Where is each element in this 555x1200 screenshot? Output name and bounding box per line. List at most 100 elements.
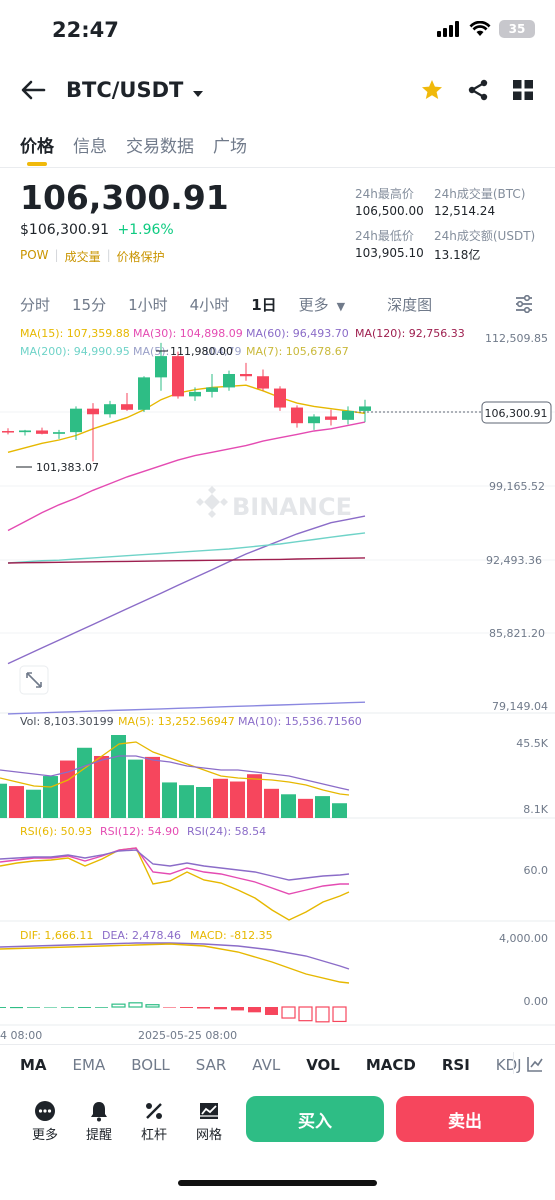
candle-body <box>53 432 65 434</box>
interval-time[interactable]: 分时 <box>20 296 51 314</box>
vol-ma10-legend: MA(10): 15,536.71560 <box>238 715 362 728</box>
ma15-legend: MA(15): 107,359.88 <box>20 327 130 340</box>
rsi6-legend: RSI(6): 50.93 <box>20 825 92 838</box>
interval-more[interactable]: 更多 ▼ <box>298 296 346 314</box>
macd-bar <box>27 1007 40 1008</box>
x-axis-label: 4 08:00 <box>0 1029 42 1040</box>
macd-bar <box>61 1007 74 1008</box>
candle-body <box>155 356 167 378</box>
tag-volume[interactable]: 成交量 <box>64 250 101 264</box>
indicator-ma[interactable]: MA <box>20 1056 47 1074</box>
tab-trading-data[interactable]: 交易数据 <box>126 137 194 157</box>
rsi6-line <box>0 847 350 921</box>
volume-bar <box>281 794 296 818</box>
usd-price: $106,300.91 <box>20 222 110 238</box>
buy-button[interactable]: 买入 <box>246 1096 384 1142</box>
more-button[interactable]: 更多 <box>25 1098 65 1143</box>
last-price-marker <box>481 401 552 424</box>
indicator-vol[interactable]: VOL <box>306 1056 340 1074</box>
vol-btc-label: 24h成交量(BTC) <box>434 187 526 201</box>
dea-legend: DEA: 2,478.46 <box>102 929 181 942</box>
volume-bar <box>298 798 313 818</box>
tab-info[interactable]: 信息 <box>73 137 107 157</box>
macd-axis-label: 4,000.00 <box>499 932 548 945</box>
vol-usdt-label: 24h成交额(USDT) <box>434 229 536 243</box>
price-axis-label: 92,493.36 <box>486 554 542 567</box>
tab-square[interactable]: 广场 <box>213 137 247 157</box>
interval-15m[interactable]: 15分 <box>72 296 107 314</box>
pair-title[interactable]: BTC/USDT <box>66 78 184 102</box>
candles <box>2 342 371 462</box>
candle-body <box>325 416 337 420</box>
rsi12-line <box>0 847 349 895</box>
macd-bar <box>111 1003 126 1008</box>
interval-depth[interactable]: 深度图 <box>387 296 433 314</box>
low-marker-label: 101,383.07 <box>36 461 99 474</box>
home-indicator <box>178 1180 377 1186</box>
interval-1h[interactable]: 1小时 <box>128 296 168 314</box>
interval-bar: 分时 15分 1小时 4小时 1日 更多 ▼ 深度图 <box>20 294 454 315</box>
grid-menu-icon[interactable] <box>512 79 534 105</box>
ma-line <box>7 515 366 665</box>
svg-text:BINANCE: BINANCE <box>232 493 352 521</box>
more-dots-icon <box>35 1101 55 1121</box>
binance-watermark: BINANCE <box>196 486 352 521</box>
volume-bar <box>145 756 160 818</box>
indicator-boll[interactable]: BOLL <box>131 1056 170 1074</box>
candle-body <box>87 408 99 415</box>
volume-bar <box>332 803 347 818</box>
grid-label: 网格 <box>195 1128 222 1143</box>
kline-chart[interactable]: MA(15): 107,359.88 MA(30): 104,898.09 MA… <box>0 318 555 1040</box>
rsi24-line <box>0 849 350 881</box>
volume-bar <box>77 747 92 818</box>
volume-bar <box>179 785 194 818</box>
candle-body <box>359 406 371 411</box>
share-icon[interactable] <box>466 78 490 106</box>
price-tags: POW | 成交量 | 价格保护 <box>20 248 165 264</box>
indicator-ema[interactable]: EMA <box>72 1056 106 1074</box>
indicator-avl[interactable]: AVL <box>252 1056 281 1074</box>
candle-body <box>19 430 31 433</box>
indicator-macd[interactable]: MACD <box>365 1056 416 1074</box>
cellular-signal-icon <box>437 21 459 37</box>
favorite-star-icon[interactable] <box>420 78 444 106</box>
bell-icon <box>91 1102 107 1122</box>
price-axis-label: 85,821.20 <box>489 627 545 640</box>
indicator-rsi[interactable]: RSI <box>441 1056 470 1074</box>
macd-bar <box>95 1007 108 1008</box>
grid-button[interactable]: 网格 <box>189 1098 229 1143</box>
ma-lines <box>7 384 366 715</box>
tag-pow[interactable]: POW <box>20 248 49 262</box>
macd-bar <box>248 1007 261 1013</box>
pair-dropdown-icon[interactable] <box>192 84 204 103</box>
chart-settings-icon[interactable] <box>514 294 534 317</box>
candle-body <box>257 376 269 389</box>
indicator-chart-icon[interactable] <box>526 1055 544 1077</box>
candle-body <box>172 356 184 397</box>
tag-price-protection[interactable]: 价格保护 <box>116 250 165 264</box>
candle-body <box>36 430 48 434</box>
sell-button[interactable]: 卖出 <box>396 1096 534 1142</box>
macd-bar <box>197 1007 210 1009</box>
interval-4h[interactable]: 4小时 <box>189 296 230 314</box>
macd-bar <box>231 1007 244 1011</box>
ma120-legend: MA(120): 92,756.33 <box>355 327 465 340</box>
dif-legend: DIF: 1,666.11 <box>20 929 93 942</box>
candle-body <box>2 431 14 433</box>
tab-price[interactable]: 价格 <box>20 137 54 157</box>
back-button[interactable] <box>20 78 46 102</box>
volume-bar <box>43 776 58 818</box>
macd-bar <box>44 1007 57 1008</box>
expand-chart-icon[interactable] <box>19 665 49 695</box>
vol-btc-value: 12,514.24 <box>434 204 496 218</box>
volume-axis-label: 45.5K <box>516 737 548 750</box>
leverage-button[interactable]: 杠杆 <box>134 1098 174 1143</box>
alert-button[interactable]: 提醒 <box>79 1098 119 1143</box>
dif-line <box>0 943 350 984</box>
leverage-label: 杠杆 <box>140 1128 167 1143</box>
interval-1d[interactable]: 1日 <box>251 296 277 314</box>
indicator-kdj[interactable]: KDJ <box>495 1056 522 1074</box>
indicator-sar[interactable]: SAR <box>195 1056 227 1074</box>
price-axis-label: 112,509.85 <box>485 332 548 345</box>
volume-bar <box>128 759 143 818</box>
